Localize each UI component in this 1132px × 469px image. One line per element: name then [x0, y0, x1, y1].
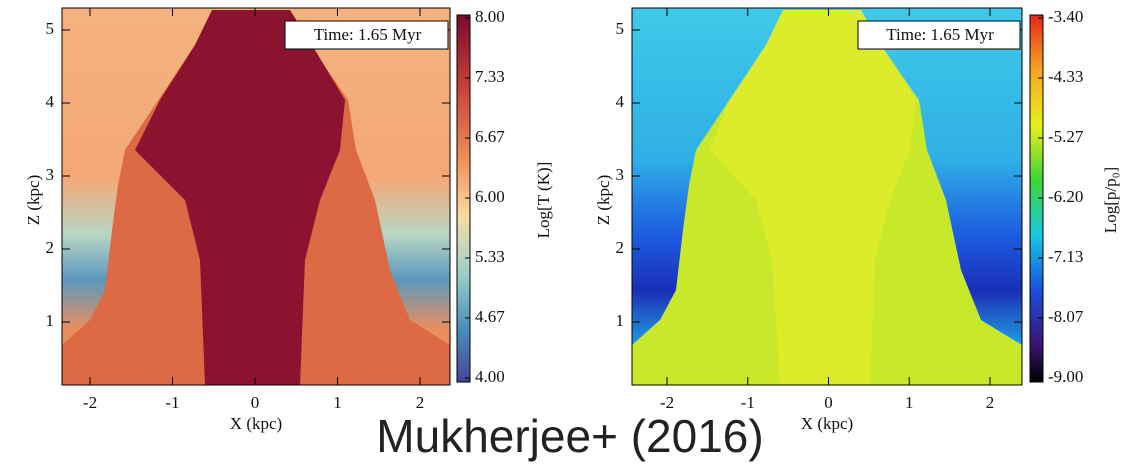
temperature-map [62, 8, 450, 385]
y-tick-label: 1 [46, 311, 55, 330]
colorbar-tick-label: 6.67 [475, 127, 505, 146]
y-axis-label: Z (kpc) [24, 175, 43, 226]
colorbar-tick-label: -5.27 [1048, 127, 1084, 146]
y-tick-label: 3 [616, 165, 625, 184]
annotation: Time: 1.65 Myr [886, 25, 994, 44]
y-tick-label: 1 [616, 311, 625, 330]
colorbar-tick-label: -9.00 [1048, 367, 1083, 386]
colorbar-tick-label: 6.00 [475, 187, 505, 206]
y-tick-label: 5 [46, 19, 55, 38]
x-axis-label: X (kpc) [801, 414, 853, 433]
figure: Mukherjee+ (2016) -2 -1 0 1 2 5 4 3 2 1 X (kpc) Z (… [0, 0, 1132, 469]
x-tick-label: -2 [660, 393, 674, 412]
x-tick-label: -1 [741, 393, 755, 412]
x-tick-label: 0 [251, 393, 260, 412]
colorbar-tick-label: -8.07 [1048, 307, 1084, 326]
colorbar-label: Log[T (K)] [534, 162, 553, 239]
colorbar-tick-label: 4.00 [475, 367, 505, 386]
y-tick-label: 2 [616, 238, 625, 257]
colorbar-tick-label: 8.00 [475, 7, 505, 26]
x-tick-label: 0 [824, 393, 833, 412]
colorbar-tick-label: -7.13 [1048, 247, 1083, 266]
x-tick-label: 2 [416, 393, 425, 412]
colorbar-tick-label: -3.40 [1048, 7, 1083, 26]
y-tick-label: 4 [46, 92, 55, 111]
y-tick-label: 3 [46, 165, 55, 184]
y-tick-label: 4 [616, 92, 625, 111]
colorbar-tick-label: -4.33 [1048, 67, 1083, 86]
x-tick-label: 2 [986, 393, 995, 412]
colorbar-tick-label: 4.67 [475, 307, 505, 326]
colorbar-label: Log[p/p₀] [1101, 167, 1120, 233]
colorbar-tick-label: 7.33 [475, 67, 505, 86]
x-tick-label: 1 [333, 393, 342, 412]
colorbar-tick-label: -6.20 [1048, 187, 1083, 206]
y-axis-label: Z (kpc) [594, 175, 613, 226]
colorbar-tick-label: 5.33 [475, 247, 505, 266]
y-tick-label: 2 [46, 238, 55, 257]
x-tick-label: -2 [83, 393, 97, 412]
x-tick-label: 1 [905, 393, 914, 412]
pressure-map [632, 8, 1022, 385]
annotation: Time: 1.65 Myr [314, 25, 422, 44]
x-axis-label: X (kpc) [230, 414, 282, 433]
x-tick-label: -1 [165, 393, 179, 412]
caption: Mukherjee+ (2016) [376, 410, 763, 462]
y-tick-label: 5 [616, 19, 625, 38]
